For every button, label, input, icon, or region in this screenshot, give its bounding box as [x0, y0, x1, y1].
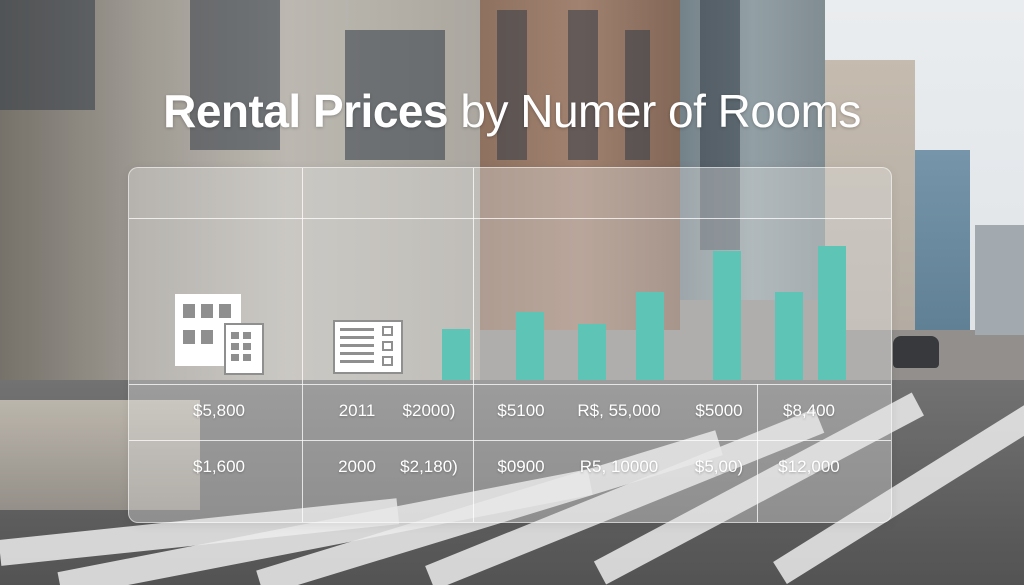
- grid-line: [129, 384, 891, 385]
- grid-line: [473, 168, 474, 522]
- building-window: [568, 10, 598, 160]
- building-far-grey: [975, 225, 1024, 335]
- building-window: [190, 0, 280, 150]
- title-part-2: by Numer of Rooms: [460, 85, 861, 137]
- table-cell: $5000: [695, 401, 743, 420]
- table-cell: 2000: [338, 457, 376, 476]
- grid-line: [129, 440, 891, 441]
- grid-line: [129, 218, 891, 219]
- bar: [516, 312, 544, 380]
- building-icon: [175, 294, 264, 375]
- title-part-1: Rental Prices: [163, 85, 449, 137]
- table-cell: $5100: [497, 401, 545, 420]
- chart-panel: $5,800 2011 $2000) $5100 R$, 55,000 $5000 $8,4…: [128, 167, 892, 523]
- building-window: [0, 0, 95, 110]
- bar-chart: [129, 168, 891, 522]
- table-cell: $2,180): [400, 457, 458, 476]
- table-cell: R5, 10000: [579, 457, 659, 476]
- building-window: [497, 10, 527, 160]
- table-cell: $5,00): [694, 457, 744, 476]
- form-list-icon: [333, 320, 403, 374]
- table-cell: $12,000: [778, 457, 840, 476]
- table-cell: $2000): [402, 401, 456, 420]
- grid-line: [302, 168, 303, 522]
- table-cell: 2011: [338, 401, 376, 420]
- table-cell: R$, 55,000: [577, 401, 661, 420]
- table-cell: $0900: [497, 457, 545, 476]
- car: [893, 336, 939, 368]
- chart-title: Rental Prices by Numer of Rooms: [0, 84, 1024, 138]
- building-far-blue: [915, 150, 970, 330]
- grid-line: [757, 384, 758, 522]
- bar: [442, 329, 470, 380]
- table-cell: $8,400: [783, 401, 835, 420]
- bar: [818, 246, 846, 380]
- building-window: [345, 30, 445, 160]
- bar: [775, 292, 803, 380]
- building-window: [700, 0, 740, 250]
- bar: [636, 292, 664, 380]
- building-window: [625, 30, 650, 160]
- bar: [578, 324, 606, 380]
- bar: [713, 251, 741, 380]
- table-cell: $1,600: [193, 457, 245, 476]
- sidewalk: [0, 400, 200, 510]
- table-cell: $5,800: [193, 401, 245, 420]
